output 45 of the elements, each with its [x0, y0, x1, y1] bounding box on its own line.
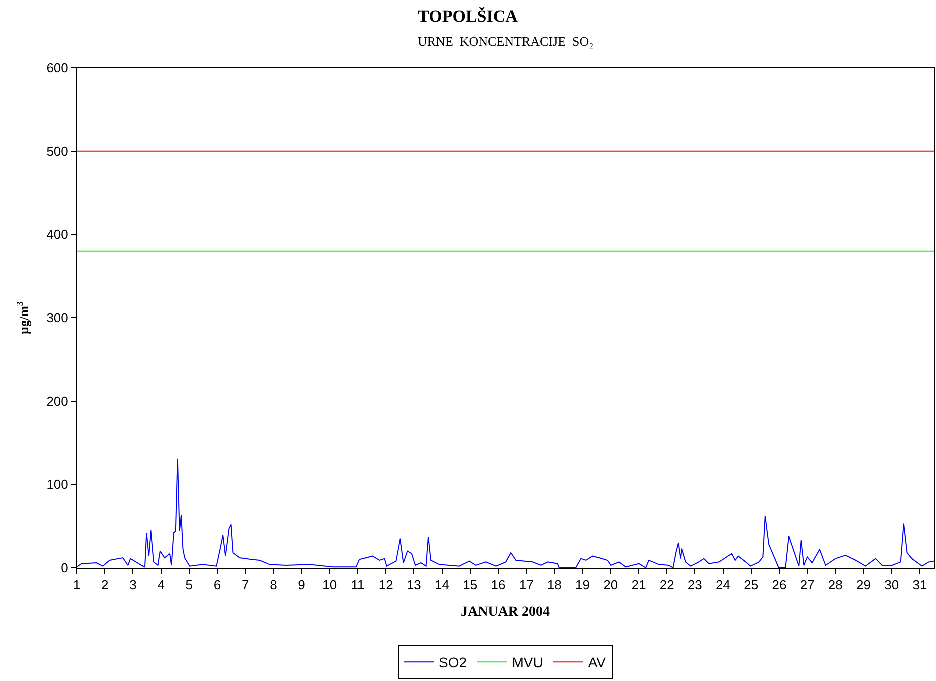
- x-tick-label: 10: [322, 578, 338, 593]
- x-tick-label: 17: [519, 578, 534, 593]
- x-tick-label: 23: [688, 578, 702, 593]
- legend-label: AV: [588, 654, 607, 671]
- x-tick-label: 22: [660, 578, 674, 593]
- x-tick-label: 31: [912, 578, 928, 593]
- x-tick-label: 29: [856, 578, 871, 593]
- x-tick-label: 16: [491, 578, 506, 593]
- x-tick-label: 21: [632, 578, 646, 593]
- x-tick-label: 25: [744, 578, 759, 593]
- x-tick-label: 1: [73, 578, 81, 593]
- x-tick-label: 12: [378, 578, 394, 593]
- x-axis-title: JANUAR 2004: [460, 604, 550, 620]
- y-tick-label: 500: [46, 144, 68, 159]
- x-tick-label: 24: [716, 578, 730, 593]
- x-tick-label: 5: [186, 578, 194, 593]
- x-tick-label: 14: [435, 578, 450, 593]
- chart-title: TOPOLŠICA: [418, 7, 519, 26]
- x-tick-label: 2: [101, 578, 109, 593]
- x-tick-label: 13: [406, 578, 422, 593]
- x-tick-label: 7: [242, 578, 250, 593]
- x-tick-label: 28: [828, 578, 843, 593]
- x-tick-label: 9: [298, 578, 306, 593]
- x-tick-label: 11: [351, 578, 365, 593]
- y-tick-label: 600: [46, 60, 68, 76]
- x-tick-label: 15: [463, 578, 478, 593]
- x-tick-label: 3: [130, 578, 137, 593]
- x-tick-label: 6: [214, 578, 222, 593]
- chart-subtitle: URNE KONCENTRACIJE SO₂: [418, 34, 594, 49]
- x-tick-label: 26: [772, 578, 787, 593]
- legend-label: MVU: [512, 654, 544, 671]
- x-tick-label: 20: [604, 578, 618, 593]
- x-tick-label: 27: [800, 578, 815, 593]
- x-tick-label: 18: [547, 578, 562, 593]
- legend-label: SO2: [439, 654, 468, 671]
- y-tick-label: 100: [46, 477, 68, 492]
- x-tick-label: 30: [884, 578, 900, 593]
- y-tick-label: 0: [61, 560, 68, 576]
- y-tick-label: 400: [46, 227, 68, 242]
- line-series: [77, 458, 934, 568]
- x-tick-label: 4: [158, 578, 165, 593]
- x-tick-label: 8: [270, 578, 278, 593]
- y-tick-label: 300: [46, 310, 68, 326]
- x-tick-label: 19: [576, 578, 590, 593]
- y-tick-label: 200: [46, 394, 68, 409]
